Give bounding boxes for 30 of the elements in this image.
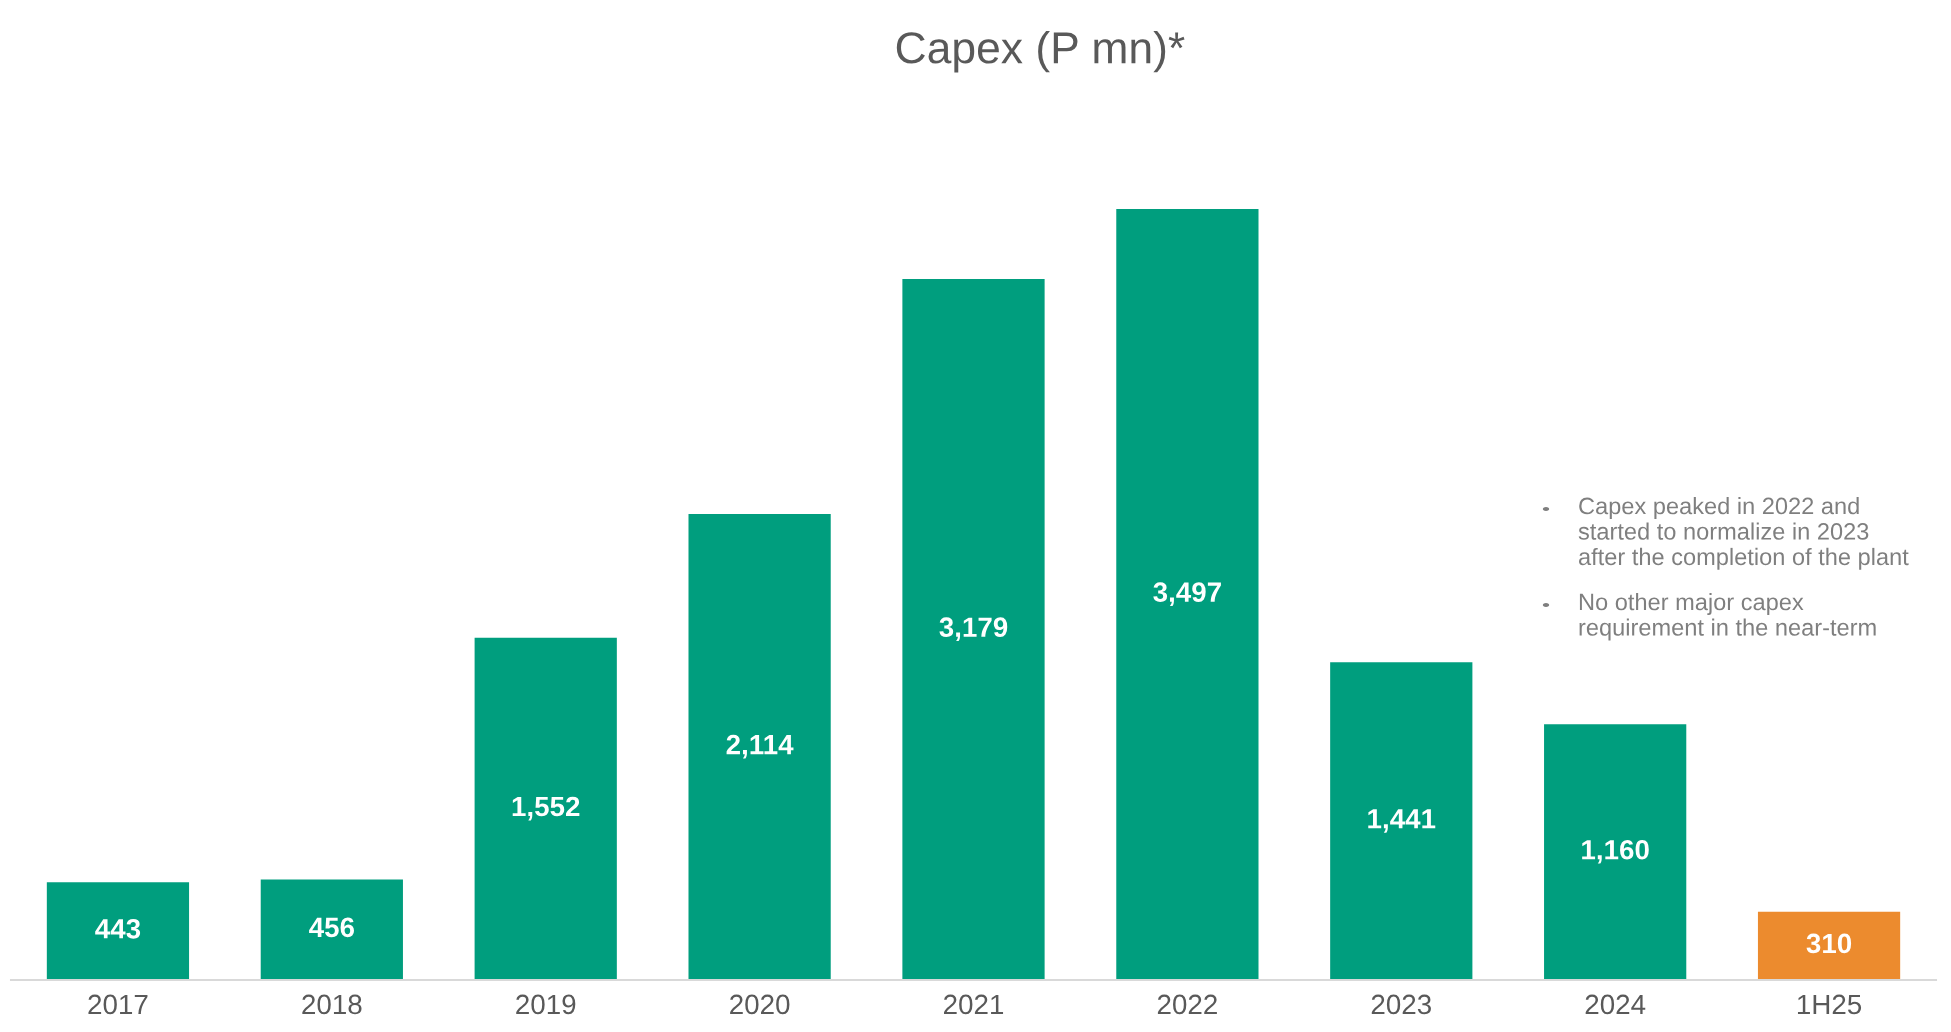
bar	[1757, 911, 1901, 980]
x-tick-label: 2023	[1371, 994, 1431, 1015]
x-tick-label: 2022	[1157, 994, 1217, 1015]
x-tick-label: 2018	[302, 994, 362, 1015]
bar	[260, 879, 403, 980]
data-label: 456	[309, 917, 354, 938]
data-label: 3,179	[939, 617, 1008, 642]
data-label: 443	[95, 918, 141, 939]
x-tick-label: 2017	[88, 994, 148, 1015]
x-tick-label: 2020	[730, 994, 790, 1015]
data-label: 1,441	[1368, 809, 1436, 833]
x-tick-label: 2024	[1585, 994, 1646, 1015]
data-label: 310	[1806, 933, 1852, 954]
x-tick-label: 1H25	[1797, 994, 1862, 1015]
annotation: Capex peaked in 2022 and started to normalize in 2023 after the completion of the plant	[1578, 497, 1909, 570]
chart-title: Capex (P mn)*	[896, 30, 1185, 73]
bar	[1330, 662, 1473, 980]
bar	[688, 513, 831, 980]
bar	[902, 279, 1045, 980]
data-label: 3,497	[1153, 582, 1221, 606]
data-label: 1,160	[1582, 839, 1649, 864]
x-tick-label: 2019	[516, 994, 576, 1015]
data-label: 2,114	[726, 734, 794, 759]
annotation: No other major capex requirement in the near-term	[1579, 593, 1876, 641]
bar	[1544, 724, 1687, 980]
bar	[1116, 209, 1259, 980]
x-tick-label: 2021	[944, 994, 1004, 1015]
bar	[474, 637, 617, 980]
data-label: 1,552	[512, 796, 580, 821]
bar	[46, 882, 190, 980]
